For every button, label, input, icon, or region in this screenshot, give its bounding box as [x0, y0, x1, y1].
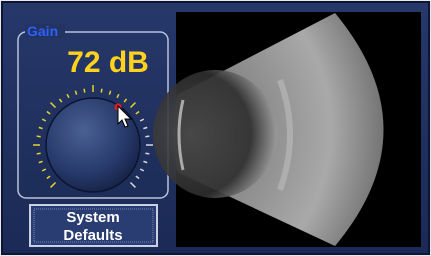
- button-label: System: [66, 209, 119, 226]
- button-label: Defaults: [63, 227, 122, 244]
- gain-label: Gain: [27, 23, 58, 39]
- knob-tick: [145, 153, 149, 154]
- page: Gain 72 dB System Defaults (() => { cons…: [0, 0, 431, 256]
- gain-knob[interactable]: [46, 98, 140, 192]
- screen: Gain 72 dB System Defaults: [0, 0, 431, 256]
- knob-tick: [37, 153, 41, 154]
- knob-tick: [84, 89, 85, 93]
- knob-tick: [145, 136, 149, 137]
- knob-tick: [37, 136, 41, 137]
- knob-tick: [101, 89, 102, 93]
- eye-globe: [153, 70, 277, 198]
- gain-value: 72 dB: [67, 46, 149, 79]
